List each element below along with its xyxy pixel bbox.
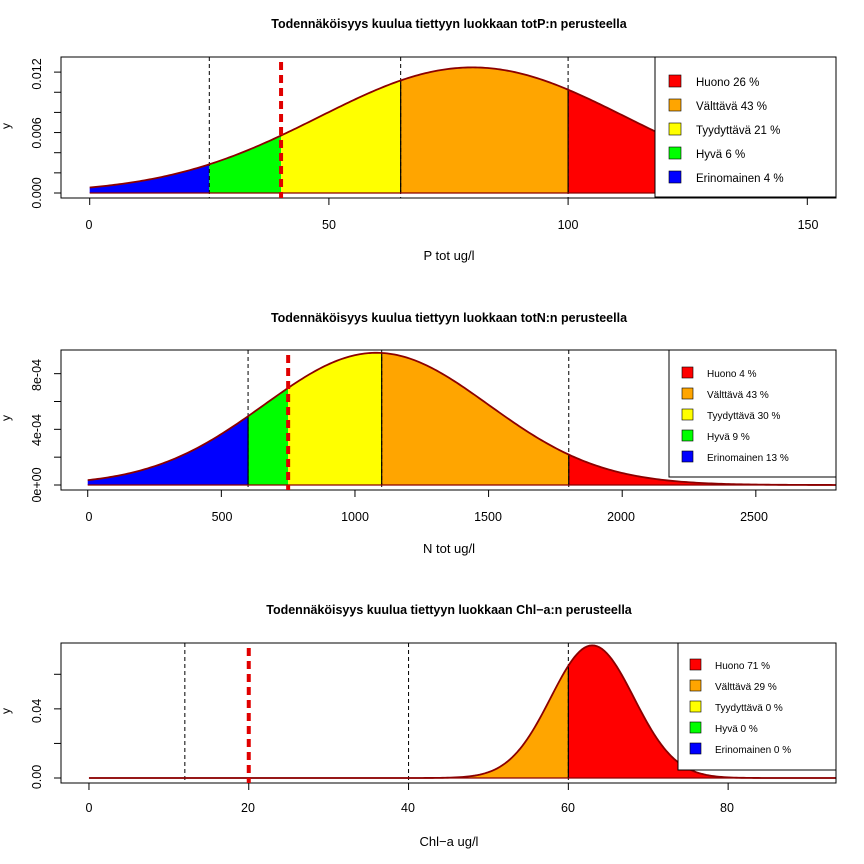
y-axis: 0e+00 4e-04 8e-04 [30,359,62,503]
legend-label: Erinomainen 0 % [715,745,791,756]
class-area-huono [568,89,836,193]
legend-label: Välttävä 29 % [715,682,777,693]
legend-swatch [668,170,682,184]
legend-label: Huono 71 % [715,661,770,672]
density-curve [87,351,836,486]
legend-swatch [681,429,694,442]
x-tick-label: 80 [720,801,734,815]
x-tick-label: 500 [212,510,233,524]
legend-swatch [668,98,682,112]
x-tick-label: 0 [86,510,93,524]
legend-swatch [689,658,702,671]
legend-label: Erinomainen 13 % [707,453,789,464]
legend: Huono 4 % Välttävä 43 % Tyydyttävä 30 % … [668,349,837,478]
legend-swatch [689,721,702,734]
x-axis-label: Chl−a ug/l [420,834,479,849]
legend-swatch [668,122,682,136]
legend-label: Tyydyttävä 0 % [715,703,783,714]
chart-panel-ptot: Todennäköisyys kuulua tiettyyn luokkaan … [0,17,837,263]
y-axis-label: y [0,415,13,421]
x-tick-label: 2500 [740,510,768,524]
x-tick-label: 20 [241,801,255,815]
x-axis: 0 500 1000 1500 2000 2500 [86,489,768,524]
chart-panel-ntot: Todennäköisyys kuulua tiettyyn luokkaan … [0,311,837,556]
density-curve-line [87,351,836,486]
y-axis: 0.00 0.04 [30,673,62,789]
legend-swatch [689,679,702,692]
class-area-erinomainen [89,164,210,193]
legend-label: Hyvä 9 % [707,432,750,443]
chart-title: Todennäköisyys kuulua tiettyyn luokkaan … [271,311,628,325]
legend-label: Tyydyttävä 21 % [696,125,780,137]
class-area-tyydyttävä [288,352,382,485]
legend-swatch [681,387,694,400]
class-area-huono [568,645,836,778]
legend: Huono 71 % Välttävä 29 % Tyydyttävä 0 % … [677,642,837,771]
x-tick-label: 40 [401,801,415,815]
y-tick-label: 0.04 [30,699,44,723]
y-tick-label: 0.012 [30,58,44,89]
chart-title: Todennäköisyys kuulua tiettyyn luokkaan … [266,603,633,617]
y-axis: 0.000 0.006 0.012 [30,58,62,209]
legend-swatch [681,366,694,379]
class-area-välttävä [408,665,569,778]
legend-label: Välttävä 43 % [696,101,767,113]
class-area-erinomainen [87,416,249,485]
x-axis-label: P tot ug/l [423,248,474,263]
legend-box [677,642,837,771]
legend-swatch [681,450,694,463]
legend-label: Välttävä 43 % [707,390,769,401]
chart-panel-chla: Todennäköisyys kuulua tiettyyn luokkaan … [0,603,837,849]
y-tick-label: 0.000 [30,177,44,208]
y-tick-label: 0.00 [30,765,44,789]
class-area-huono [568,454,836,485]
legend-label: Hyvä 6 % [696,149,745,161]
x-tick-label: 1500 [474,510,502,524]
x-tick-label: 150 [798,218,819,232]
legend-label: Huono 4 % [707,369,757,380]
class-areas [87,352,836,485]
class-area-välttävä [400,67,569,193]
class-area-hyvä [248,387,289,485]
y-axis-label: y [0,123,13,129]
y-tick-label: 8e-04 [30,359,44,391]
legend-label: Huono 26 % [696,77,759,89]
x-axis: 0 50 100 150 [86,197,819,232]
legend-swatch [681,408,694,421]
x-tick-label: 0 [86,801,93,815]
class-area-hyvä [209,135,282,193]
class-boundaries [247,350,570,490]
legend-swatch [689,700,702,713]
legend-swatch [668,146,682,160]
legend-box [668,349,837,478]
y-axis-label: y [0,708,13,714]
chart-title: Todennäköisyys kuulua tiettyyn luokkaan … [271,17,627,31]
x-axis-label: N tot ug/l [423,541,475,556]
density-curve [88,644,836,779]
legend-swatch [689,742,702,755]
x-tick-label: 50 [322,218,336,232]
x-tick-label: 60 [561,801,575,815]
y-tick-label: 4e-04 [30,414,44,446]
legend-label: Hyvä 0 % [715,724,758,735]
x-tick-label: 1000 [341,510,369,524]
x-tick-label: 0 [86,218,93,232]
x-tick-label: 2000 [607,510,635,524]
y-tick-label: 0.006 [30,117,44,148]
y-tick-label: 0e+00 [30,467,44,502]
legend-box [654,56,837,198]
legend-label: Tyydyttävä 30 % [707,411,780,422]
x-tick-label: 100 [558,218,579,232]
class-areas [89,67,836,193]
class-area-välttävä [381,352,569,485]
class-area-tyydyttävä [281,80,401,193]
class-areas [248,645,836,778]
legend-swatch [668,74,682,88]
legend: Huono 26 % Välttävä 43 % Tyydyttävä 21 %… [654,56,837,198]
legend-label: Erinomainen 4 % [696,173,784,185]
x-axis: 0 20 40 60 80 [86,782,734,815]
